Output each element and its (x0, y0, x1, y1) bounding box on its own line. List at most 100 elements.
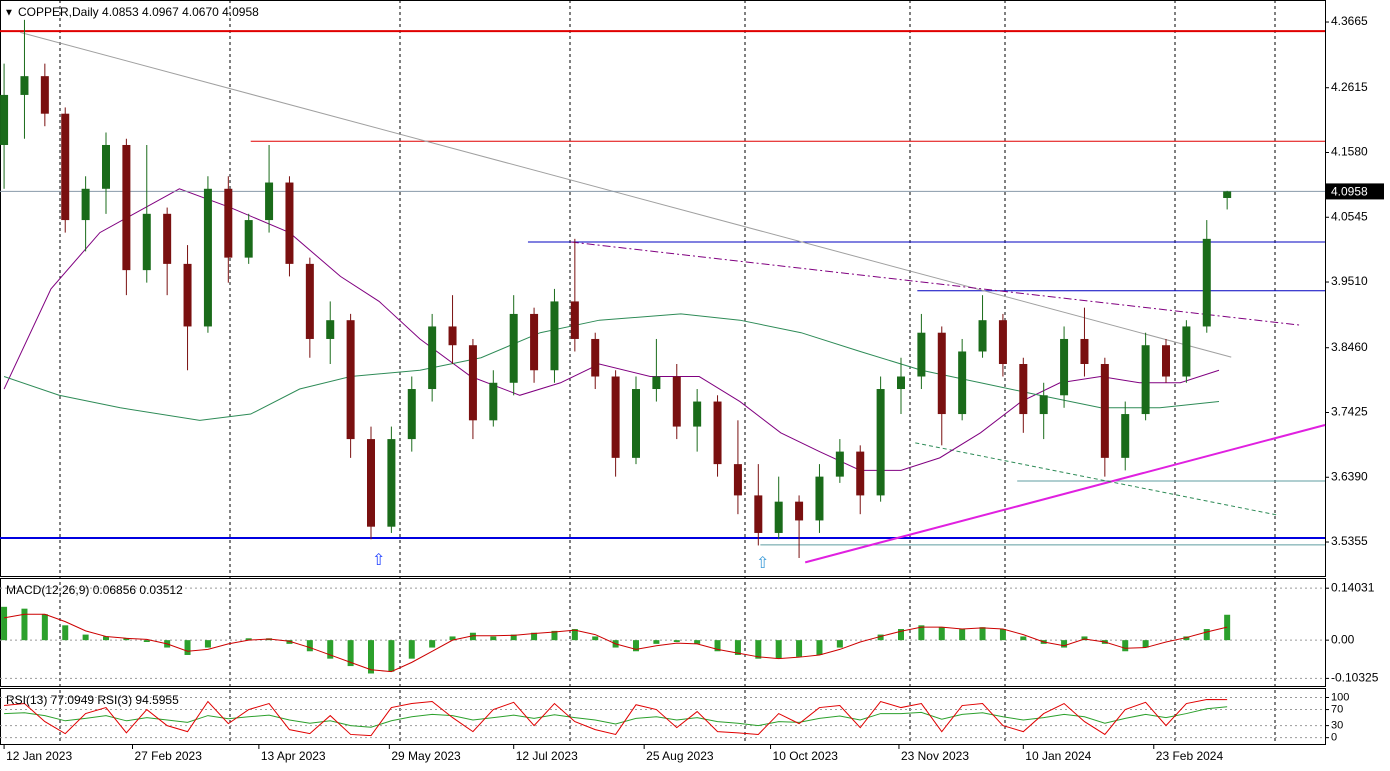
panel-title: RSI(13) 77.0949 RSI(3) 94.5955 (6, 693, 179, 707)
macd-bar (1081, 636, 1088, 641)
trend-line (20, 31, 1232, 358)
arrow-up-marker: ⇧ (372, 552, 385, 569)
candle-body (387, 439, 396, 527)
macd-bar (347, 640, 354, 667)
candle-body (1162, 345, 1170, 377)
candle-body (142, 213, 151, 271)
candle-body (326, 320, 335, 339)
macd-bar (979, 627, 986, 641)
candle-body (489, 382, 498, 421)
macd-bar (1, 606, 8, 641)
macd-bar (531, 632, 538, 641)
macd-bar (755, 640, 762, 659)
candle-body (652, 376, 661, 390)
y-tick-label: 4.0545 (1331, 209, 1368, 223)
macd-bar (877, 634, 884, 641)
candle-body (998, 320, 1007, 364)
candle-body (713, 401, 722, 465)
macd-bar (408, 640, 415, 659)
candle-body (203, 188, 212, 327)
candle-body (468, 345, 477, 421)
macd-panel (0, 578, 1326, 687)
candle-body (1019, 363, 1028, 415)
macd-bar (959, 629, 966, 641)
rsi-panel (0, 688, 1326, 745)
macd-bar (918, 625, 925, 641)
candle-body (754, 495, 763, 533)
candle-body (978, 320, 987, 352)
candle-body (672, 376, 681, 427)
candle-body (61, 113, 70, 221)
macd-bar (388, 640, 395, 672)
macd-bar (816, 640, 823, 655)
candle-body (611, 376, 620, 458)
macd-bar (898, 629, 904, 641)
macd-bar (653, 640, 660, 644)
candle-body (346, 320, 355, 440)
time-grid (59, 0, 1276, 744)
candle-body (917, 332, 926, 377)
menu-arrow[interactable]: ▼ (4, 8, 14, 19)
macd-bar (245, 638, 252, 641)
macd-bar (1142, 640, 1149, 648)
candle-body (367, 439, 375, 527)
last-price-label: 4.0958 (1331, 185, 1368, 199)
candle-body (815, 476, 824, 521)
y-tick-label: 3.7425 (1331, 405, 1368, 419)
trend-line (804, 424, 1326, 564)
candle-body (958, 351, 967, 415)
candle-body (122, 144, 131, 271)
macd-bar (714, 640, 721, 652)
candle-body (224, 188, 233, 258)
macd-bar (123, 638, 130, 641)
candle-body (81, 188, 90, 221)
y-tick-label: 4.3665 (1331, 14, 1368, 28)
candle-body (407, 389, 416, 440)
x-tick-label: 13 Apr 2023 (261, 749, 326, 763)
y-tick-label: 3.6390 (1331, 469, 1368, 483)
candle-body (1223, 191, 1232, 198)
candle-body (693, 401, 702, 427)
y-tick-label: 0 (1331, 732, 1337, 744)
x-tick-label: 12 Jan 2023 (6, 749, 72, 763)
macd-bar (1122, 640, 1129, 652)
macd-bar (103, 636, 109, 641)
y-tick-label: -0.10325 (1331, 671, 1379, 685)
macd-bar (490, 636, 497, 641)
candle-body (1060, 338, 1069, 396)
macd-bar (82, 634, 89, 641)
x-tick-label: 23 Feb 2024 (1156, 749, 1224, 763)
candle-body (632, 389, 640, 458)
candle-body (733, 464, 742, 496)
y-tick-label: 0.14031 (1331, 580, 1375, 594)
x-tick-label: 25 Aug 2023 (646, 749, 714, 763)
rsi-line (4, 706, 1228, 728)
candle-body (1100, 363, 1109, 458)
macd-bar (796, 640, 803, 657)
macd-bar (469, 632, 476, 641)
macd-bar (41, 614, 48, 641)
candle-body (1202, 238, 1211, 327)
macd-bar (999, 629, 1006, 641)
candle-body (550, 301, 559, 371)
candle-body (265, 182, 274, 221)
panel-title: MACD(12,26,9) 0.06856 0.03512 (6, 583, 183, 597)
candle-body (530, 313, 539, 371)
macd-bar (510, 634, 517, 641)
macd-bar (633, 640, 639, 652)
main-panel (0, 0, 1326, 577)
candle-body (1141, 345, 1150, 415)
candle-body (1039, 395, 1048, 415)
macd-bar (571, 629, 578, 641)
candle-body (1080, 338, 1089, 364)
panel-title: COPPER,Daily 4.0853 4.0967 4.0670 4.0958 (18, 5, 259, 19)
macd-bar (1020, 636, 1027, 641)
macd-bar (204, 640, 211, 648)
arrow-up-marker: ⇧ (756, 555, 769, 572)
candle-body (183, 263, 192, 327)
last-price-box (1326, 183, 1384, 200)
trend-line (570, 241, 1301, 326)
candle-body (163, 213, 172, 264)
